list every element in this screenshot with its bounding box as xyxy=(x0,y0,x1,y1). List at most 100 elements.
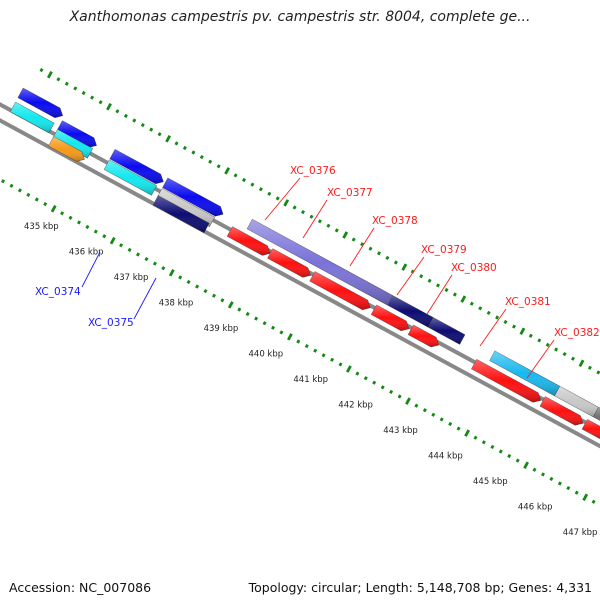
ruler-dot xyxy=(486,310,491,315)
gene-feature[interactable] xyxy=(17,87,63,118)
ruler-dot xyxy=(338,362,343,367)
ruler-dot xyxy=(275,196,280,201)
ruler-dot xyxy=(523,461,530,469)
ruler-dot xyxy=(258,187,263,192)
svg-text:XC_0379: XC_0379 xyxy=(421,244,467,256)
ruler-dot xyxy=(174,141,179,146)
svg-text:XC_0375: XC_0375 xyxy=(88,317,134,329)
ruler-dot xyxy=(363,376,368,381)
gene-feature[interactable] xyxy=(56,120,97,148)
ruler-dot xyxy=(165,135,172,143)
ruler-dot xyxy=(422,408,427,413)
ruler-dot xyxy=(377,251,381,256)
ruler-dot xyxy=(464,429,471,437)
ruler-dot xyxy=(286,333,293,341)
gene-feature[interactable] xyxy=(152,195,210,234)
kbp-tick-label: 444 kbp xyxy=(428,452,463,462)
gene-feature[interactable] xyxy=(427,317,466,345)
ruler-dot xyxy=(178,275,183,280)
ruler-dot xyxy=(380,385,385,390)
ruler-dot xyxy=(203,289,208,294)
gene-feature[interactable] xyxy=(309,271,371,311)
ruler-dot xyxy=(414,403,419,408)
gene-feature[interactable] xyxy=(162,177,224,217)
ruler-dot xyxy=(431,412,436,417)
gene-feature[interactable] xyxy=(581,419,600,439)
gene-label-xc-0381[interactable]: XC_0381 xyxy=(479,296,551,347)
gene-label-xc-0375[interactable]: XC_0375 xyxy=(88,277,157,329)
ruler-dot xyxy=(405,397,411,405)
gene-feature[interactable] xyxy=(109,149,164,185)
ruler-dot xyxy=(60,211,65,216)
backbone-line xyxy=(0,118,600,449)
feature-track[interactable] xyxy=(10,87,600,491)
ruler-dot xyxy=(242,177,246,183)
ruler-dot xyxy=(43,202,48,207)
ruler-dot xyxy=(401,263,408,271)
gene-feature[interactable] xyxy=(226,226,271,256)
ruler-dot xyxy=(123,113,128,118)
kbp-tick-label: 436 kbp xyxy=(69,248,104,258)
gene-feature[interactable] xyxy=(539,396,584,426)
gene-label-xc-0374[interactable]: XC_0374 xyxy=(35,251,101,298)
gene-feature[interactable] xyxy=(407,324,440,348)
ruler-dot xyxy=(317,219,322,224)
ruler-dot xyxy=(566,486,571,491)
ruler-dot xyxy=(481,440,486,445)
ruler-dot xyxy=(355,371,360,376)
svg-text:XC_0376: XC_0376 xyxy=(290,165,336,177)
ruler-dot xyxy=(512,324,516,329)
ruler-dot xyxy=(233,173,238,178)
ruler-dot xyxy=(345,365,352,373)
gene-label-xc-0377[interactable]: XC_0377 xyxy=(302,187,373,239)
gene-label-xc-0376[interactable]: XC_0376 xyxy=(264,165,336,221)
ruler-dot xyxy=(149,127,154,132)
gene-label-xc-0379[interactable]: XC_0379 xyxy=(396,244,467,296)
ruler-dot xyxy=(77,220,81,225)
gene-label-xc-0378[interactable]: XC_0378 xyxy=(349,215,418,267)
ruler-dot xyxy=(220,298,225,303)
gene-feature[interactable] xyxy=(370,304,410,332)
kbp-tick-label: 445 kbp xyxy=(473,477,508,487)
ruler-dot xyxy=(313,348,318,353)
ruler-dot xyxy=(393,260,398,265)
ruler-dot xyxy=(39,68,44,73)
ruler-dot xyxy=(444,287,449,293)
ruler-dot xyxy=(109,236,116,245)
ruler-dot xyxy=(596,370,600,375)
gene-feature[interactable] xyxy=(593,406,600,426)
gene-feature[interactable] xyxy=(10,101,55,133)
ruler-dot xyxy=(334,228,339,233)
ruler-dot xyxy=(495,315,500,320)
ruler-dot xyxy=(515,458,520,463)
gene-feature[interactable] xyxy=(471,359,542,403)
ruler-dot xyxy=(34,197,39,202)
ruler-dot xyxy=(224,167,231,175)
ruler-dot xyxy=(227,301,234,309)
dot-ruler xyxy=(1,68,600,504)
ruler-dot xyxy=(549,476,554,481)
ruler-dot xyxy=(271,325,275,330)
gene-label-xc-0380[interactable]: XC_0380 xyxy=(426,262,497,315)
ruler-dot xyxy=(168,269,175,277)
ruler-dot xyxy=(321,353,326,358)
gene-feature[interactable] xyxy=(48,136,85,162)
ruler-dot xyxy=(132,118,137,123)
ruler-dot xyxy=(237,307,242,312)
gene-feature[interactable] xyxy=(103,159,158,196)
ruler-dot xyxy=(136,252,140,257)
ruler-dot xyxy=(46,70,53,79)
ruler-dot xyxy=(309,214,314,219)
ruler-dot xyxy=(17,188,22,193)
gene-label-xc-0382[interactable]: XC_0382 xyxy=(526,327,600,379)
ruler-dot xyxy=(157,132,162,137)
ruler-dot xyxy=(587,365,592,370)
ruler-dot xyxy=(545,342,550,347)
genome-summary: Topology: circular; Length: 5,148,708 bp… xyxy=(248,580,592,595)
ruler-dot xyxy=(50,204,57,213)
ruler-dot xyxy=(106,102,112,111)
ruler-dot xyxy=(368,246,373,251)
gene-labels[interactable]: XC_0374 XC_0375 XC_0376 XC_0377 XC_0378 XC_03… xyxy=(35,165,600,379)
gene-feature[interactable] xyxy=(267,248,311,278)
